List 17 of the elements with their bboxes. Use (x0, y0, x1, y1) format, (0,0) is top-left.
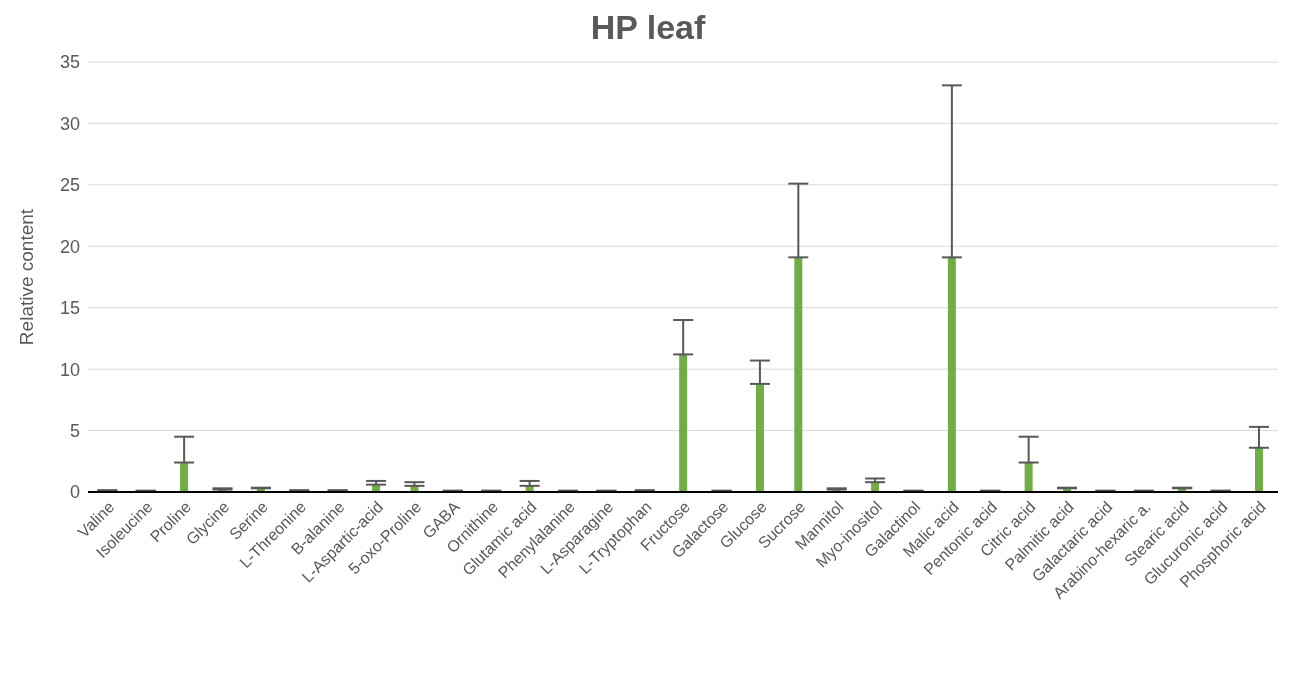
y-tick-label: 10 (59, 359, 80, 380)
y-tick-label: 20 (59, 236, 80, 257)
bar (180, 462, 189, 492)
y-tick-label: 15 (59, 298, 80, 319)
y-axis-title: Relative content (15, 208, 37, 346)
bar (947, 257, 956, 492)
bar (794, 257, 803, 492)
y-tick-label: 0 (69, 482, 80, 503)
y-tick-label: 25 (59, 175, 80, 196)
bar (1024, 462, 1033, 492)
chart-title: HP leaf (589, 8, 707, 48)
bar (679, 354, 688, 492)
y-tick-label: 30 (59, 113, 80, 134)
y-tick-label: 5 (69, 420, 80, 441)
bar (1254, 447, 1263, 492)
bar (755, 383, 764, 492)
y-tick-label: 35 (59, 52, 80, 73)
